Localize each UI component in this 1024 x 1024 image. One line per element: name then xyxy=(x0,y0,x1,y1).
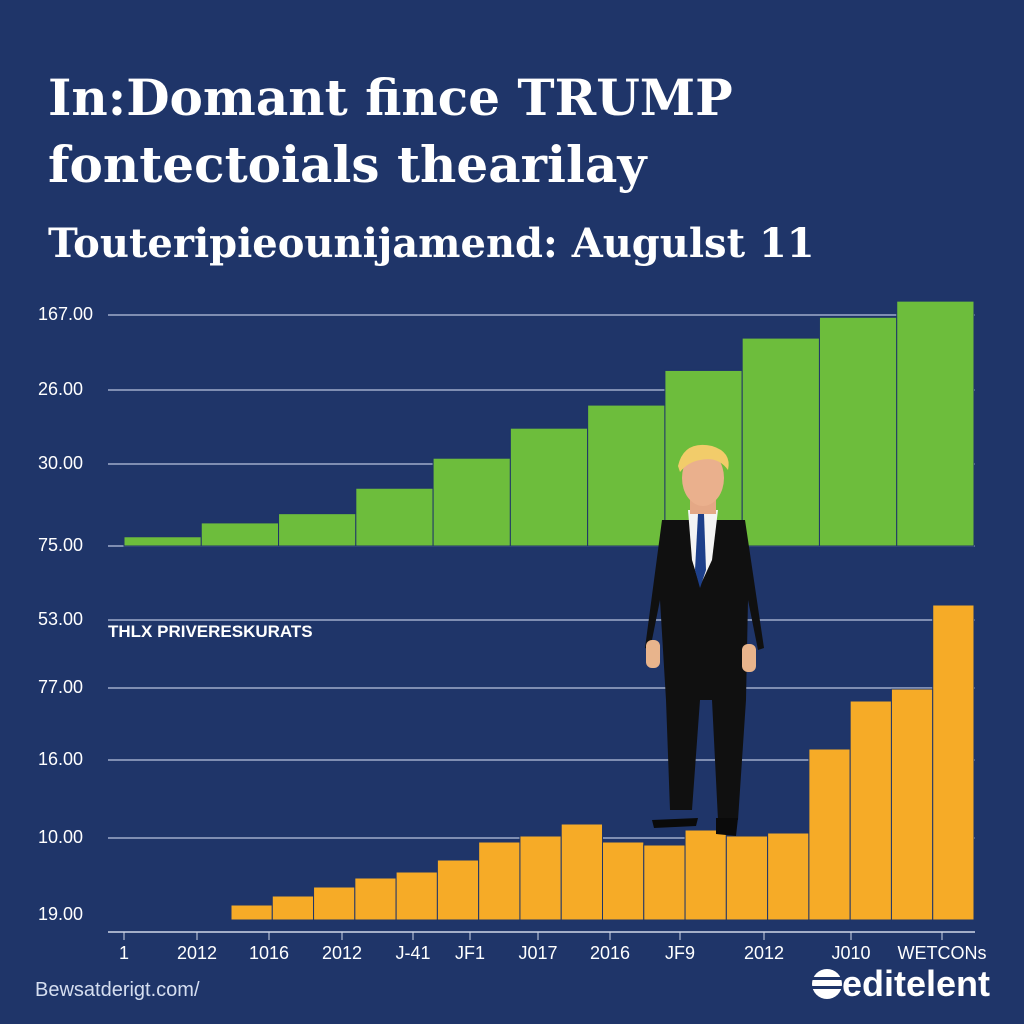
y-tick-label: 10.00 xyxy=(38,827,83,847)
y-tick-label: 16.00 xyxy=(38,749,83,769)
bar xyxy=(725,835,769,921)
bar xyxy=(890,688,934,921)
bar xyxy=(560,823,604,921)
y-tick-label: 53.00 xyxy=(38,609,83,629)
bar xyxy=(587,404,666,547)
bar xyxy=(932,604,975,921)
x-tick-label: 1016 xyxy=(249,943,289,963)
bar xyxy=(767,832,810,921)
x-tick-label: J010 xyxy=(831,943,870,963)
bar xyxy=(896,300,975,547)
bar xyxy=(313,886,356,921)
bar xyxy=(818,316,898,547)
x-tick-label: WETCONs xyxy=(898,943,987,963)
y-tick-label: 30.00 xyxy=(38,453,83,473)
bar xyxy=(230,904,273,921)
bar xyxy=(395,871,438,921)
y-tick-label: 77.00 xyxy=(38,677,83,697)
x-tick-label: JF9 xyxy=(665,943,695,963)
bar xyxy=(808,748,851,921)
person-illustration xyxy=(645,444,764,836)
x-tick-label: 2016 xyxy=(590,943,630,963)
y-tick-label: 26.00 xyxy=(38,379,83,399)
bar xyxy=(123,536,202,547)
y-tick-label: 75.00 xyxy=(38,535,83,555)
bar xyxy=(509,427,589,547)
bar xyxy=(602,841,645,921)
brand-logo xyxy=(810,969,844,999)
panel-subtitle: THLX PRIVERESKURATS xyxy=(108,622,313,641)
title-line: Touteripieounijamend: Augulst 11 xyxy=(48,220,815,267)
x-tick-label: 1 xyxy=(119,943,129,963)
bar xyxy=(271,895,315,921)
bar xyxy=(478,841,521,921)
x-tick-label: 2012 xyxy=(744,943,784,963)
bar xyxy=(432,457,511,547)
bar xyxy=(436,859,480,921)
x-tick-label: JF1 xyxy=(455,943,485,963)
bar xyxy=(643,844,686,921)
title-line: In:Domant fince TRUMP xyxy=(48,68,733,127)
x-tick-label: J-41 xyxy=(395,943,430,963)
bar xyxy=(200,522,280,547)
x-tick-label: 2012 xyxy=(322,943,362,963)
x-tick-label: 2012 xyxy=(177,943,217,963)
footer-url: Bewsatderigt.com/ xyxy=(35,979,200,1001)
bar xyxy=(355,487,434,547)
y-tick-label: 167.00 xyxy=(38,304,93,324)
bar xyxy=(278,513,357,547)
bar xyxy=(354,877,397,921)
bar xyxy=(684,829,727,921)
x-tick-label: J017 xyxy=(518,943,557,963)
title-line: fontectoials thearilay xyxy=(48,135,648,194)
brand-name: editelent xyxy=(842,963,990,1004)
bar xyxy=(849,700,892,921)
bar xyxy=(519,835,562,921)
bar xyxy=(741,337,820,547)
y-tick-label: 19.00 xyxy=(38,904,83,924)
